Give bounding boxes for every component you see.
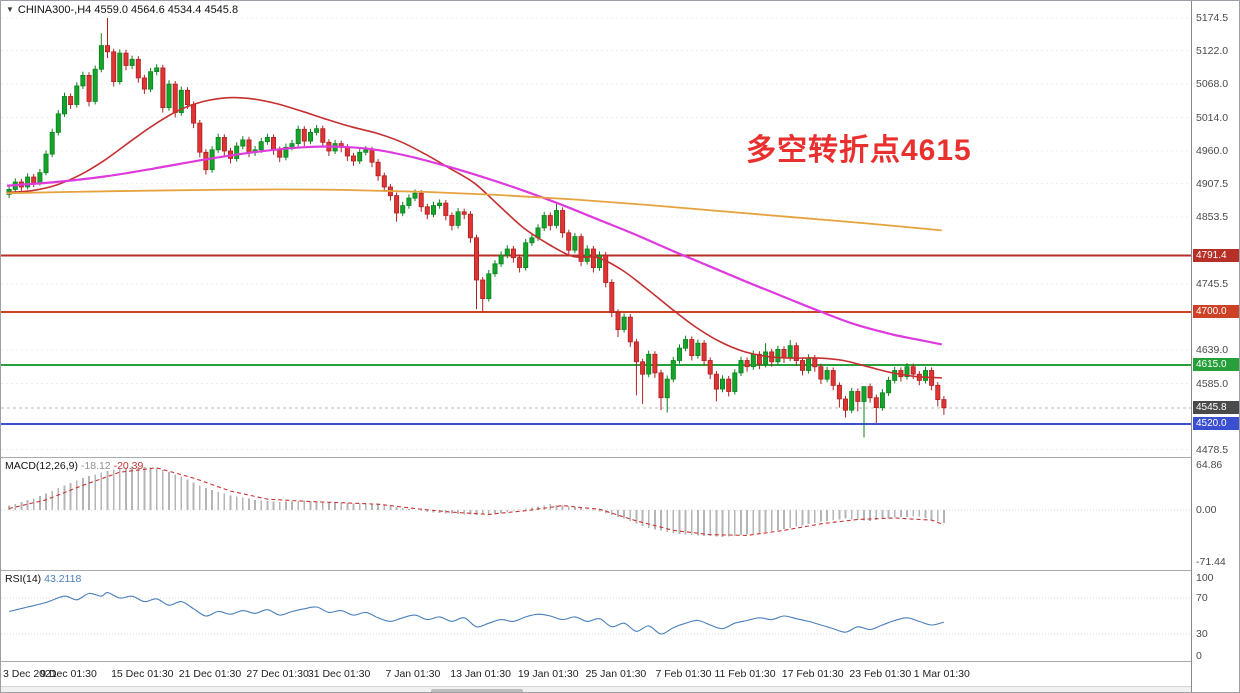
price-axis-label: 0	[1196, 650, 1202, 662]
time-axis-label: 11 Feb 01:30	[714, 668, 776, 680]
price-axis-label: 5068.0	[1196, 78, 1229, 91]
time-axis-label: 19 Jan 01:30	[517, 668, 579, 680]
chart-title: ▼ CHINA300-,H4 4559.0 4564.6 4534.4 4545.…	[6, 4, 238, 16]
price-axis-label: 64.86	[1196, 459, 1223, 471]
ohlc-values: 4559.0 4564.6 4534.4 4545.8	[94, 4, 239, 16]
time-axis-label: 17 Feb 01:30	[781, 668, 844, 680]
time-axis-label: 25 Jan 01:30	[585, 668, 647, 680]
price-axis-badge: 4791.4	[1193, 248, 1239, 262]
time-axis-label: 13 Jan 01:30	[450, 668, 511, 680]
time-axis-label: 31 Dec 01:30	[307, 668, 371, 680]
symbol-timeframe-label: CHINA300-,H4	[17, 4, 92, 16]
macd-value-main: -18.12	[80, 460, 111, 472]
price-axis-label: -71.44	[1196, 555, 1226, 568]
collapse-triangle-icon[interactable]: ▼	[6, 5, 14, 14]
price-axis-label: 0.00	[1196, 504, 1217, 516]
price-axis-label: 4960.0	[1196, 145, 1229, 157]
price-axis-label: 5174.5	[1196, 12, 1229, 24]
candlestick-plot[interactable]	[1, 1, 1191, 456]
macd-label: MACD(12,26,9) -18.12 -20.39	[5, 460, 143, 472]
rsi-panel[interactable]: RSI(14) 43.2118	[1, 571, 1191, 661]
price-axis-badge: 4545.8	[1193, 400, 1239, 414]
time-axis-label: 23 Feb 01:30	[849, 668, 912, 680]
panel-separator[interactable]	[1, 457, 1239, 458]
price-axis-label: 4585.0	[1196, 377, 1229, 390]
price-axis-label: 100	[1196, 572, 1214, 584]
price-axis-label: 4639.0	[1196, 344, 1229, 356]
time-axis-label: 1 Mar 01:30	[913, 668, 970, 680]
panel-separator[interactable]	[1, 661, 1239, 662]
panel-separator[interactable]	[1, 570, 1239, 571]
price-axis-badge: 4700.0	[1193, 305, 1239, 319]
time-axis-label: 9 Dec 01:30	[40, 668, 97, 680]
macd-name: MACD(12,26,9)	[5, 460, 78, 472]
price-axis-label: 5014.0	[1196, 111, 1229, 124]
rsi-name: RSI(14)	[5, 573, 42, 585]
price-axis-badge: 4520.0	[1193, 416, 1239, 430]
main-chart[interactable]: ▼ CHINA300-,H4 4559.0 4564.6 4534.4 4545.…	[1, 1, 1191, 456]
price-axis-badge: 4615.0	[1193, 357, 1239, 371]
price-axis-label: 4853.5	[1196, 211, 1229, 223]
macd-plot[interactable]	[1, 458, 1191, 570]
macd-value-signal: -20.39	[113, 460, 144, 472]
time-axis-label: 21 Dec 01:30	[178, 668, 242, 680]
price-axis-label: 30	[1196, 628, 1208, 640]
time-axis-label: 3 Dec 2021	[3, 668, 57, 680]
time-axis[interactable]: 3 Dec 2021 9 Dec 01:30 15 Dec 01:30 21 Dec …	[1, 662, 1239, 685]
price-axis-label: 4478.5	[1196, 443, 1229, 456]
time-axis-label: 15 Dec 01:30	[111, 668, 174, 680]
time-axis-label: 27 Dec 01:30	[246, 668, 309, 680]
price-axis-label: 4745.5	[1196, 278, 1229, 290]
macd-panel[interactable]: MACD(12,26,9) -18.12 -20.39	[1, 458, 1191, 570]
horizontal-scrollbar[interactable]	[1, 686, 1239, 692]
rsi-value: 43.2118	[44, 573, 82, 585]
price-axis-label: 5122.0	[1196, 44, 1229, 57]
rsi-plot[interactable]	[1, 571, 1191, 661]
price-axis-label: 4907.5	[1196, 177, 1229, 190]
time-axis-label: 7 Jan 01:30	[385, 668, 441, 680]
scrollbar-thumb[interactable]	[431, 689, 523, 692]
rsi-label: RSI(14) 43.2118	[5, 573, 81, 585]
price-axis-label: 70	[1196, 592, 1208, 604]
time-axis-label: 7 Feb 01:30	[655, 668, 712, 680]
price-axis[interactable]: 5174.5 5122.0 5068.0 5014.0 4960.0 4907.5 4853…	[1191, 1, 1239, 692]
chart-annotation-text[interactable]: 多空转折点4615	[746, 134, 972, 167]
